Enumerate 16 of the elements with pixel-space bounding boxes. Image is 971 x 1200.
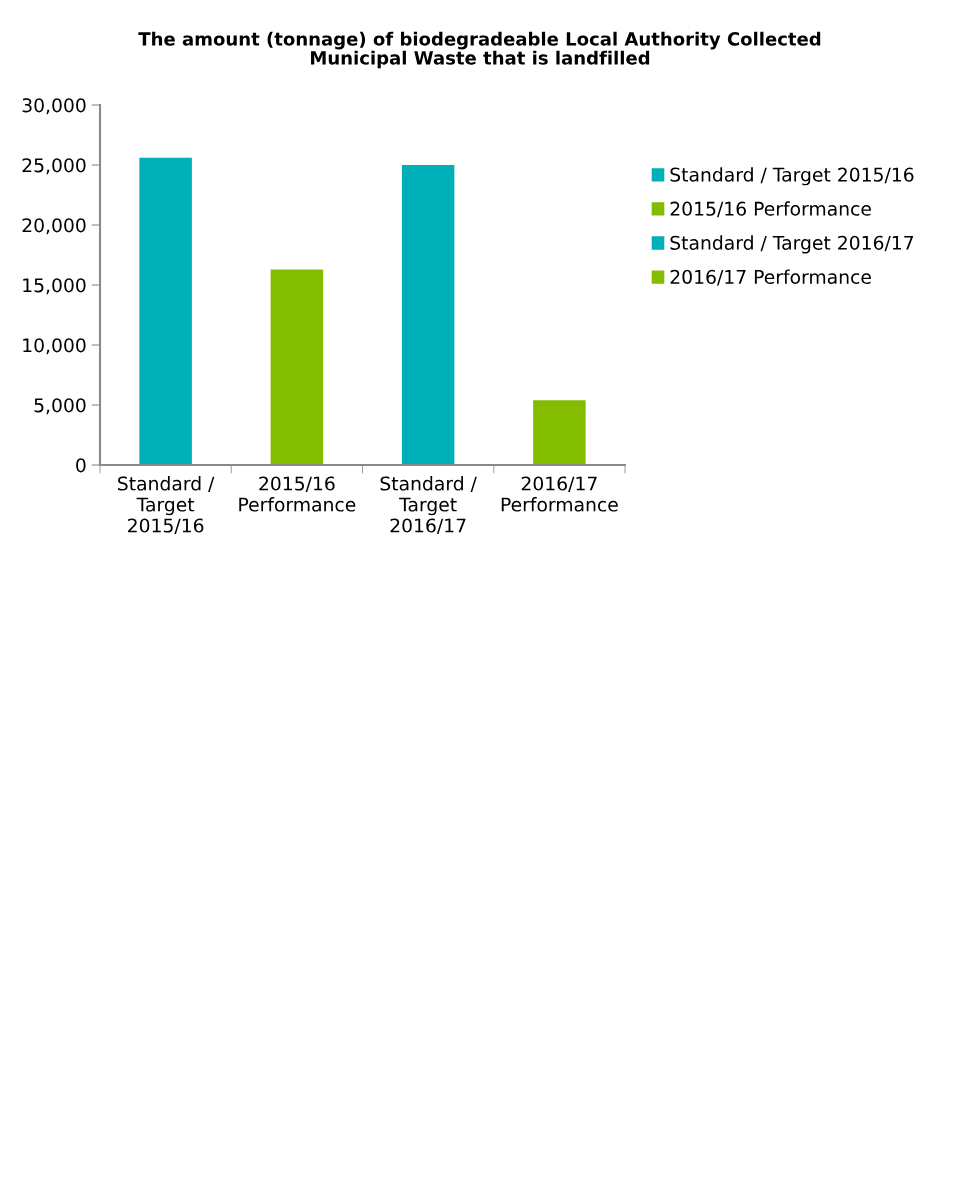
y-tick-label: 0 xyxy=(76,458,86,473)
y-tick-label: 30,000 xyxy=(22,98,86,115)
legend-label: 2015/16 Performance xyxy=(670,201,871,218)
legend-label: Standard / Target 2016/17 xyxy=(670,235,914,254)
x-tick-label: Standard / Target 2016/17 xyxy=(380,476,477,535)
x-tick-label: 2016/17 Performance xyxy=(501,476,618,512)
y-tick-label: 15,000 xyxy=(23,278,86,295)
y-tick-label: 10,000 xyxy=(23,338,86,355)
legend-label: Standard / Target 2015/16 xyxy=(670,167,914,186)
x-tick-label: Standard / Target 2015/16 xyxy=(118,476,215,535)
y-tick-label: 20,000 xyxy=(22,218,86,235)
y-tick-label: 5,000 xyxy=(34,398,86,415)
legend-label: 2016/17 Performance xyxy=(670,269,871,286)
x-tick-label: 2015/16 Performance xyxy=(239,476,356,512)
y-tick-label: 25,000 xyxy=(22,158,86,175)
chart-title: The amount (tonnage) of biodegradeable Local Authority Collected Municipal Waste that is landfilled xyxy=(138,31,821,69)
